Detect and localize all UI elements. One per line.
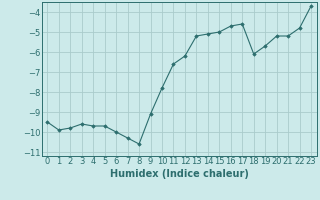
- X-axis label: Humidex (Indice chaleur): Humidex (Indice chaleur): [110, 169, 249, 179]
